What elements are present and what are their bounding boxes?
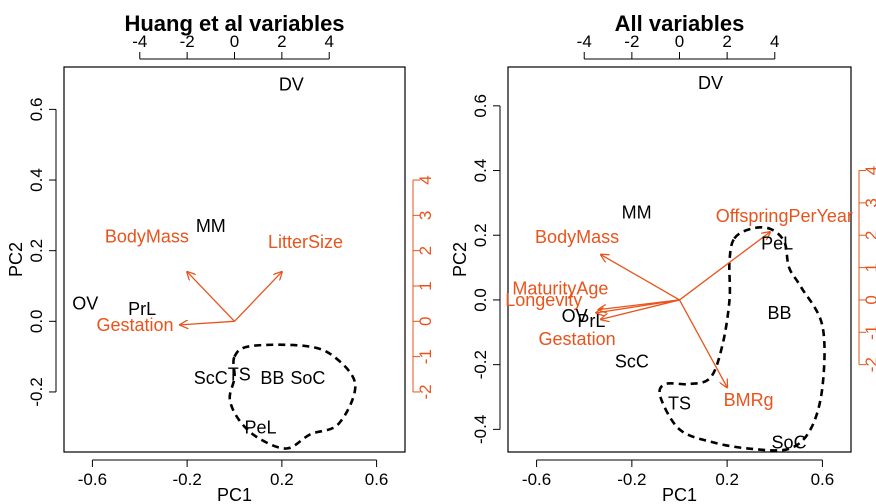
loading-arrow [601, 299, 680, 319]
top-axis: -4 -2 0 2 4 [577, 32, 780, 60]
x-axis-title: PC1 [662, 485, 697, 504]
plot-frame [63, 66, 406, 453]
y-tick-label: 0.4 [471, 159, 490, 183]
group-hull [228, 343, 357, 450]
y-tick-label: -0.2 [471, 350, 490, 379]
right-tick-label: -2 [862, 357, 876, 372]
chart-title: All variables [615, 11, 745, 36]
right-tick-label: 2 [862, 231, 876, 240]
y-tick-label: 0.2 [27, 239, 46, 263]
y-tick-label: 0.6 [27, 98, 46, 122]
observation-label: ScC [615, 351, 649, 371]
panel-1: Huang et al variables-0.6 -0.2 0.2 0.6PC1-0… [6, 11, 435, 504]
observation-label: BMRg [724, 390, 774, 410]
observation-label: SoC [290, 368, 325, 388]
right-tick-label: 0 [862, 295, 876, 304]
x-axis: -0.6 -0.2 0.2 0.6 PC1 [522, 459, 835, 504]
y-axis: -0.2 0.0 0.2 0.4 0.6 PC2 [6, 98, 57, 407]
loading-arrow [187, 272, 235, 322]
observation-label: ScC [194, 368, 228, 388]
right-axis: -2 -1 0 1 2 3 4 [412, 175, 435, 400]
y-axis: -0.4 -0.2 0.0 0.2 0.4 0.6 PC2 [450, 94, 501, 444]
observation-label: MM [196, 216, 226, 236]
y-tick-label: -0.4 [471, 415, 490, 444]
top-tick-label: -2 [180, 32, 195, 51]
variable-label: LitterSize [268, 232, 343, 252]
loading-arrow [180, 321, 235, 325]
observation-label: PeL [761, 233, 793, 253]
top-tick-label: 4 [324, 32, 333, 51]
top-tick-label: -4 [132, 32, 147, 51]
y-tick-label: 0.4 [27, 168, 46, 192]
top-tick-label: 2 [722, 32, 731, 51]
variable-label: Longevity [505, 290, 582, 310]
observation-label: BB [260, 368, 284, 388]
right-tick-label: 4 [416, 175, 435, 184]
loading-arrow [596, 299, 680, 313]
observation-label: PrL [128, 299, 156, 319]
x-tick-label: -0.6 [78, 470, 107, 489]
observation-label: TS [668, 393, 691, 413]
top-tick-label: 0 [675, 32, 684, 51]
variable-label: Gestation [539, 329, 616, 349]
group-hull [658, 226, 826, 452]
right-tick-label: 2 [416, 246, 435, 255]
loading-arrow [679, 232, 771, 301]
right-tick-label: 1 [862, 263, 876, 272]
loading-arrow [678, 299, 728, 387]
variable-label: BodyMass [535, 227, 619, 247]
observation-label: TS [228, 364, 251, 384]
variable-label: MaturityAge [512, 279, 608, 299]
observation-label: OV [562, 306, 588, 326]
y-tick-label: 0.2 [471, 223, 490, 247]
right-tick-label: 4 [862, 166, 876, 175]
loading-arrow [601, 255, 680, 301]
plot-frame [507, 66, 852, 453]
x-tick-label: -0.6 [522, 470, 551, 489]
x-tick-label: 0.2 [270, 470, 294, 489]
variable-label: BodyMass [105, 227, 189, 247]
x-tick-label: -0.2 [172, 470, 201, 489]
y-axis-title: PC2 [6, 242, 26, 277]
top-tick-label: 0 [230, 32, 239, 51]
observation-label: DV [279, 75, 304, 95]
x-axis-title: PC1 [217, 485, 252, 504]
observation-label: DV [698, 73, 723, 93]
top-axis: -4 -2 0 2 4 [132, 32, 334, 60]
right-axis: -2 -1 0 1 2 3 4 [858, 166, 876, 372]
y-tick-label: -0.2 [27, 377, 46, 406]
top-tick-label: -2 [624, 32, 639, 51]
right-tick-label: -1 [862, 325, 876, 340]
panel-2: All variables -0.6 -0.2 0.2 0.6 PC1 -0.4 -0.2 0.… [450, 11, 876, 504]
x-tick-label: 0.2 [715, 470, 739, 489]
right-tick-label: 0 [416, 317, 435, 326]
x-tick-label: 0.6 [811, 470, 835, 489]
top-tick-label: 4 [770, 32, 779, 51]
right-tick-label: 1 [416, 281, 435, 290]
observation-label: PeL [245, 417, 277, 437]
x-axis: -0.6 -0.2 0.2 0.6 PC1 [78, 459, 389, 504]
right-tick-label: 3 [416, 211, 435, 220]
observation-label: OV [72, 294, 98, 314]
observation-label: BB [768, 303, 792, 323]
top-tick-label: 2 [277, 32, 286, 51]
right-tick-label: -2 [416, 384, 435, 399]
top-tick-label: -4 [577, 32, 592, 51]
observation-label: MM [622, 203, 652, 223]
y-tick-label: 0.0 [471, 288, 490, 312]
observation-label: SoC [772, 432, 807, 452]
right-tick-label: -1 [416, 349, 435, 364]
loading-arrow [234, 272, 282, 322]
y-axis-title: PC2 [450, 242, 470, 277]
x-tick-label: 0.6 [365, 470, 389, 489]
x-tick-label: -0.2 [617, 470, 646, 489]
variable-label: Gestation [97, 315, 174, 335]
y-tick-label: 0.6 [471, 94, 490, 118]
right-tick-label: 3 [862, 198, 876, 207]
chart-title: Huang et al variables [124, 11, 344, 36]
observation-label: PrL [577, 311, 605, 331]
variable-label: OffspringPerYear [716, 206, 853, 226]
y-tick-label: 0.0 [27, 309, 46, 333]
